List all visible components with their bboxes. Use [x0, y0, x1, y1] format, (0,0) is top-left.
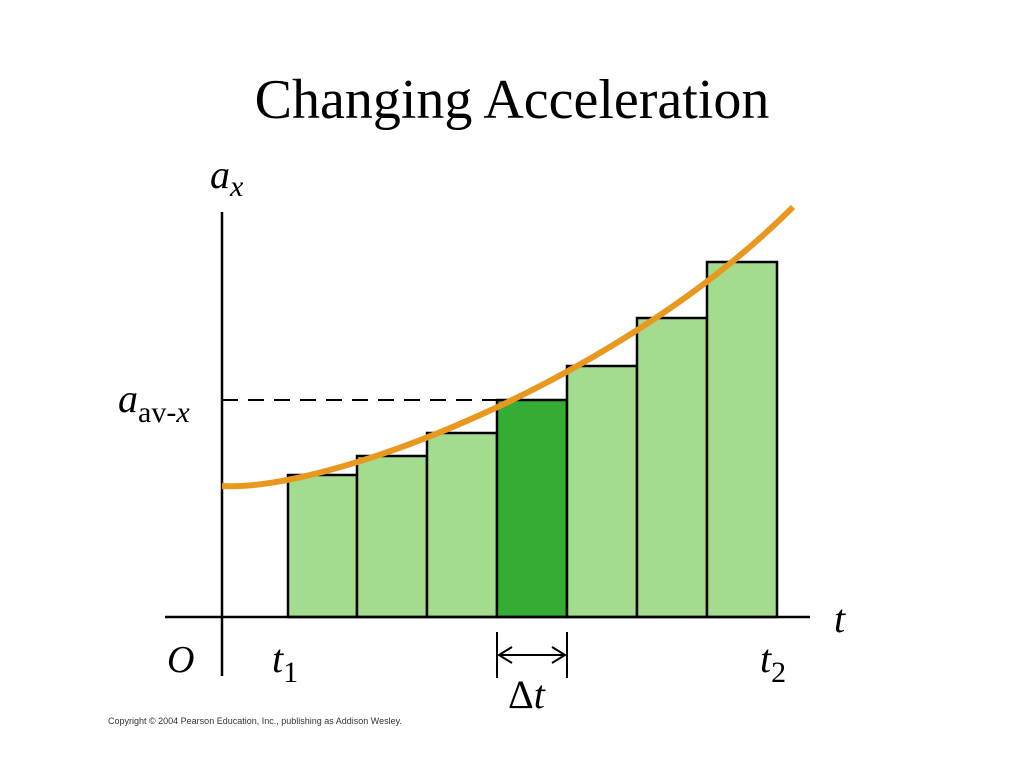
bar — [425, 431, 499, 619]
bar-highlight — [495, 398, 569, 619]
t1-label: t1 — [272, 636, 298, 689]
label-main: a — [210, 152, 230, 197]
x-axis-label: t — [834, 596, 846, 641]
label-sub: x — [175, 396, 190, 429]
label-main: a — [118, 376, 138, 421]
bars — [286, 260, 779, 619]
t2-label: t2 — [760, 636, 786, 689]
average-label: aav-x — [118, 376, 190, 429]
label-main: t — [534, 672, 546, 717]
label-main: t — [272, 636, 284, 681]
arrow-heads — [497, 646, 567, 664]
copyright: Copyright © 2004 Pearson Education, Inc.… — [108, 716, 402, 726]
bar — [286, 473, 359, 619]
bar — [635, 316, 709, 619]
interval-marker — [496, 632, 568, 678]
label-sub: x — [229, 170, 244, 203]
label-sub: av- — [138, 396, 176, 429]
slide-title: Changing Acceleration — [255, 69, 770, 131]
bar — [565, 364, 639, 619]
y-axis-label: ax — [210, 152, 244, 203]
acceleration-curve — [221, 204, 796, 490]
bar — [355, 454, 429, 619]
label-sub: 1 — [283, 656, 298, 689]
interval-label: Δt — [508, 672, 546, 717]
origin-label: O — [167, 639, 194, 681]
label-main: t — [760, 636, 772, 681]
delta-symbol: Δ — [508, 672, 534, 717]
label-sub: 2 — [771, 656, 786, 689]
bar — [705, 260, 779, 619]
